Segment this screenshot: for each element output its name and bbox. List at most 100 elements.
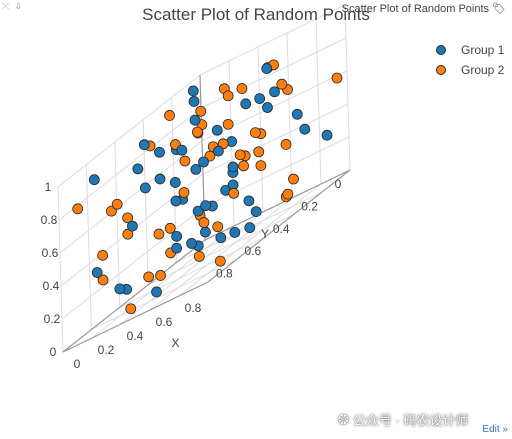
point-group-2	[222, 90, 234, 102]
point-group-1	[240, 98, 252, 110]
point-group-2	[97, 274, 109, 286]
point-group-1	[243, 195, 255, 207]
z-tick-label: 0.8	[41, 213, 58, 227]
modebar-icons[interactable]: ⤫ ⇩	[2, 1, 23, 11]
grid-line	[315, 18, 322, 185]
legend-label-group-2: Group 2	[461, 63, 505, 77]
y-axis-line	[62, 239, 206, 353]
point-group-1	[171, 242, 183, 254]
grid-line	[199, 4, 346, 76]
grid-line	[286, 32, 293, 199]
watermark: ❂ 公众号 · 码农设计师	[338, 410, 468, 429]
point-group-2	[238, 160, 250, 172]
point-group-2	[105, 205, 117, 217]
z-tick-label: 0	[50, 345, 57, 359]
grid-line	[57, 74, 201, 188]
grid-line	[114, 142, 121, 308]
floor-edge	[207, 169, 351, 283]
point-group-1	[254, 93, 266, 104]
point-group-1	[189, 114, 201, 126]
point-group-2	[236, 83, 248, 94]
point-group-1	[190, 163, 202, 175]
point-group-1	[91, 267, 103, 278]
z-tick-label: 0.4	[43, 279, 60, 293]
tag-icon: 🏷	[492, 3, 506, 15]
point-group-2	[178, 187, 190, 198]
grid-line	[200, 37, 347, 109]
point-group-2	[214, 255, 226, 267]
point-group-1	[215, 232, 227, 244]
point-group-2	[195, 105, 207, 117]
y-tick-label: 0.4	[273, 222, 290, 236]
point-group-2	[122, 212, 134, 224]
point-group-1	[291, 108, 303, 120]
point-group-2	[153, 228, 165, 240]
grid-line	[119, 236, 266, 308]
point-group-1	[176, 144, 188, 156]
point-group-2	[198, 217, 210, 228]
grid-line	[203, 136, 350, 208]
point-group-1	[200, 200, 212, 212]
point-group-2	[288, 173, 299, 185]
point-group-1	[132, 163, 144, 175]
grid-line	[344, 4, 351, 171]
point-group-2	[155, 270, 166, 281]
floor-edge	[62, 281, 209, 353]
chart-link[interactable]: Scatter Plot of Random Points 🏷	[341, 2, 506, 16]
point-group-1	[151, 286, 162, 298]
grid-line	[202, 103, 349, 175]
point-group-1	[186, 237, 198, 249]
point-group-1	[261, 63, 273, 74]
point-group-2	[249, 127, 261, 139]
point-group-1	[169, 177, 181, 188]
grid-line	[59, 140, 203, 254]
point-group-2	[111, 198, 123, 210]
point-group-2	[122, 228, 134, 240]
point-group-2	[212, 221, 224, 233]
grid-line	[149, 197, 293, 311]
point-group-1	[138, 139, 150, 151]
grid-line	[91, 259, 237, 331]
point-group-1	[88, 174, 100, 186]
point-group-2	[164, 222, 176, 234]
point-group-2	[72, 203, 84, 215]
point-group-2	[97, 249, 109, 261]
grid-line	[178, 183, 322, 297]
watermark-text: 公众号 · 码农设计师	[352, 413, 469, 428]
point-group-2	[282, 188, 294, 200]
point-group-2	[222, 118, 234, 130]
chart-link-label[interactable]: Scatter Plot of Random Points	[341, 2, 490, 15]
point-group-2	[253, 146, 265, 158]
point-group-1	[250, 206, 262, 218]
point-group-1	[154, 146, 165, 158]
x-tick-label: 0.2	[98, 343, 115, 357]
legend-marker-group-2	[436, 65, 446, 75]
x-axis-title: X	[171, 336, 179, 350]
point-group-1	[192, 205, 204, 217]
point-group-2	[191, 126, 203, 138]
point-group-1	[126, 220, 138, 232]
legend-item-group-1[interactable]: Group 1	[436, 40, 504, 60]
point-group-2	[164, 110, 175, 121]
point-group-2	[193, 250, 205, 262]
y-tick-label: 0.8	[216, 267, 233, 281]
point-group-1	[321, 129, 333, 141]
chart-title: Scatter Plot of Random Points	[142, 6, 370, 20]
point-group-1	[139, 182, 151, 194]
point-group-1	[200, 226, 211, 238]
point-group-1	[244, 222, 256, 234]
legend-label-group-1: Group 1	[461, 43, 505, 57]
x-tick-label: 0.6	[156, 315, 173, 329]
point-group-1	[227, 161, 239, 173]
point-group-2	[234, 149, 246, 161]
grid-line	[57, 186, 64, 353]
x-tick-label: 0.8	[185, 301, 202, 315]
z-tick-label: 1	[45, 180, 52, 194]
legend-item-group-2[interactable]: Group 2	[436, 60, 504, 80]
y-tick-label: 0	[335, 177, 342, 191]
point-group-1	[229, 227, 241, 238]
edit-link[interactable]: Edit »	[482, 424, 508, 435]
point-group-2	[276, 78, 288, 90]
point-group-1	[262, 102, 273, 113]
